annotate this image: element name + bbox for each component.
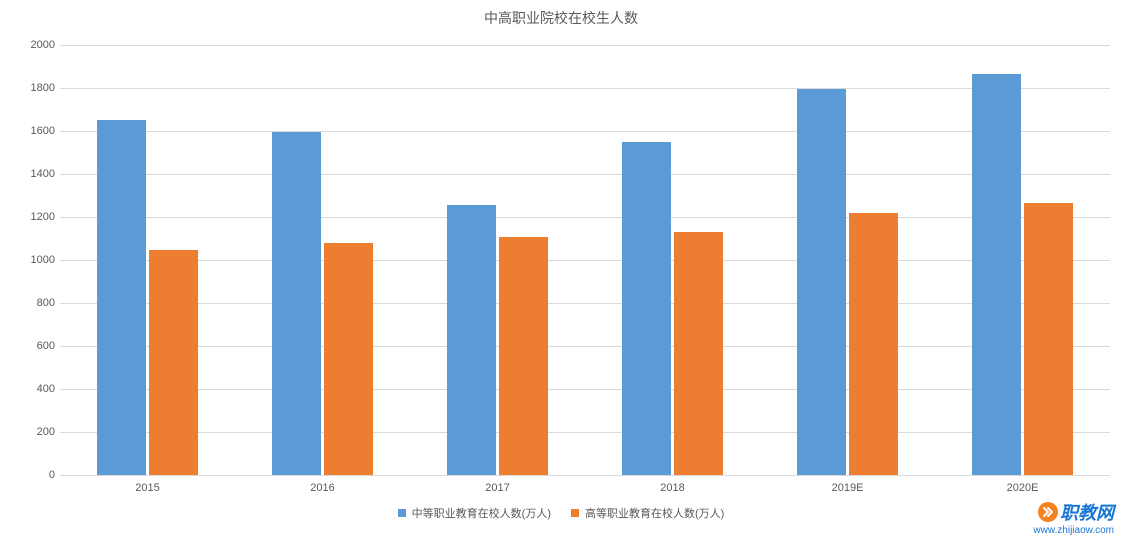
watermark-icon [1038,502,1058,522]
watermark-brand: 职教网 [1060,499,1114,525]
y-tick-label: 600 [10,340,55,352]
bar-2019E-series-0 [797,89,846,475]
y-tick-label: 800 [10,297,55,309]
x-tick-label: 2018 [660,482,684,494]
legend-swatch [571,509,579,517]
x-axis-labels: 2015 2016 2017 2018 2019E 2020E [60,478,1110,498]
bars-layer [60,45,1110,475]
bar-2016-series-0 [272,132,321,475]
bar-2018-series-0 [622,142,671,475]
legend-label: 高等职业教育在校人数(万人) [585,505,724,521]
legend-item-1: 高等职业教育在校人数(万人) [571,505,724,521]
y-tick-label: 1600 [10,125,55,137]
gridline [60,475,1110,476]
x-tick-label: 2019E [832,482,864,494]
y-tick-label: 1400 [10,168,55,180]
bar-2017-series-1 [499,237,548,475]
y-tick-label: 2000 [10,39,55,51]
legend-item-0: 中等职业教育在校人数(万人) [398,505,551,521]
watermark-url: www.zhijiaow.com [1033,525,1114,536]
x-tick-label: 2017 [485,482,509,494]
plot-area [60,45,1110,475]
watermark-top: 职教网 [1038,499,1114,525]
bar-2016-series-1 [324,243,373,475]
bar-2018-series-1 [674,232,723,475]
chart-title: 中高职业院校在校生人数 [0,8,1122,28]
x-tick-label: 2015 [135,482,159,494]
y-tick-label: 1800 [10,82,55,94]
y-tick-label: 400 [10,383,55,395]
bar-2017-series-0 [447,205,496,475]
bar-2015-series-0 [97,120,146,475]
chart-container: 中高职业院校在校生人数 0 200 400 600 800 1000 1200 1400 160… [0,0,1122,542]
bar-2020E-series-0 [972,74,1021,475]
y-tick-label: 1000 [10,254,55,266]
bar-2019E-series-1 [849,213,898,475]
bar-2015-series-1 [149,250,198,475]
legend-label: 中等职业教育在校人数(万人) [412,505,551,521]
x-tick-label: 2016 [310,482,334,494]
bar-2020E-series-1 [1024,203,1073,475]
y-axis-labels: 0200400600800100012001400160018002000 [10,45,55,475]
y-tick-label: 1200 [10,211,55,223]
y-tick-label: 0 [10,469,55,481]
watermark: 职教网 www.zhijiaow.com [1033,499,1114,536]
legend: 中等职业教育在校人数(万人) 高等职业教育在校人数(万人) [0,505,1122,521]
legend-swatch [398,509,406,517]
y-tick-label: 200 [10,426,55,438]
x-tick-label: 2020E [1007,482,1039,494]
